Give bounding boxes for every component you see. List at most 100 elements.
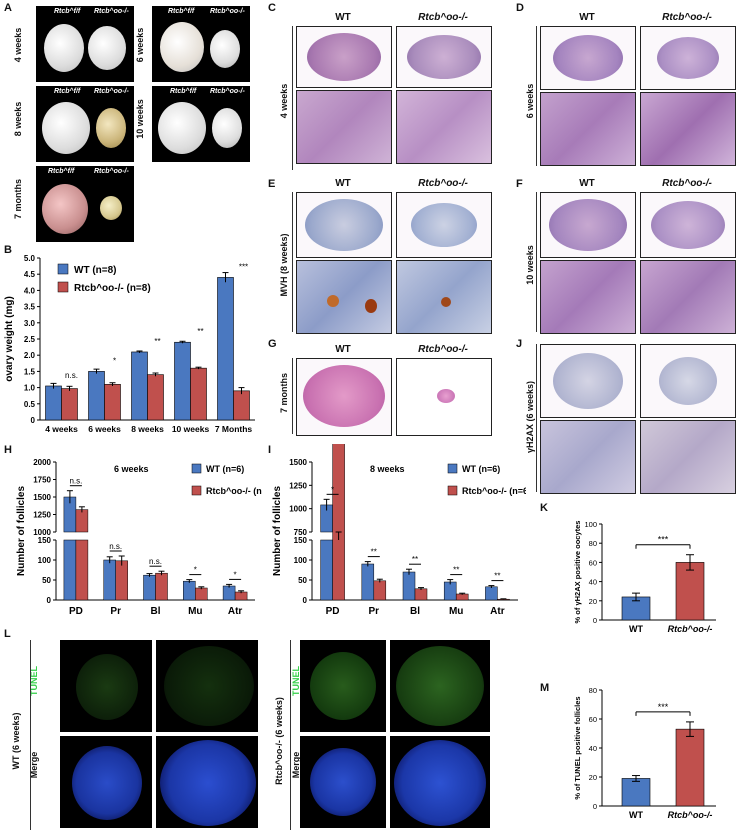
side-label-wt-6-weeks: WT (6 weeks) <box>11 712 21 770</box>
histology-wt-zoom <box>540 420 636 494</box>
bar <box>332 444 345 601</box>
y-tick-label: 150 <box>294 536 308 545</box>
side-label-4-weeks: 4 weeks <box>279 83 289 119</box>
significance-label: ** <box>494 572 500 581</box>
x-tick-label: Pr <box>369 606 380 617</box>
legend-label: Rtcb^oo-/- (n=8) <box>74 283 151 294</box>
bar <box>222 585 236 601</box>
fluor-ko-merge-zoom <box>390 736 490 828</box>
bracket-line <box>536 26 537 166</box>
y-tick-label: 0 <box>31 416 36 425</box>
tissue <box>651 201 725 249</box>
x-tick-label: 10 weeks <box>172 424 210 434</box>
legend-label: WT (n=8) <box>74 265 117 276</box>
y-tick-label: 100 <box>584 520 597 529</box>
legend-label: WT (n=6) <box>462 464 500 474</box>
bracket-line <box>290 640 291 830</box>
x-tick-label: 6 weeks <box>88 424 121 434</box>
col-header-wt: WT <box>335 12 351 23</box>
histology-ko-zoom <box>396 90 492 164</box>
y-axis-label: ovary weight (mg) <box>4 296 15 382</box>
significance-label: ** <box>197 327 203 336</box>
y-tick-label: 60 <box>589 558 597 567</box>
row-label-7-months: 7 months <box>13 179 23 220</box>
side-label-10-weeks: 10 weeks <box>525 245 535 285</box>
bracket-line <box>292 358 293 434</box>
y-tick-label: 5.0 <box>24 254 36 263</box>
x-tick-label: 8 weeks <box>131 424 164 434</box>
x-tick-label: Mu <box>188 606 202 617</box>
bar-lower <box>75 539 89 601</box>
stained-oocyte <box>441 297 451 307</box>
bar <box>115 560 128 601</box>
y-tick-label: 1000 <box>33 528 51 537</box>
panel-label-f: F <box>516 178 523 190</box>
significance-label: ** <box>412 555 418 564</box>
bar <box>675 562 705 621</box>
tissue <box>307 33 381 81</box>
histology-ko <box>396 192 492 258</box>
chart-i: 750 1000 1250 1500 0 50 100 150 Number of follic… <box>272 444 526 617</box>
panel-label-m: M <box>540 682 550 694</box>
stained-oocyte <box>365 299 377 313</box>
tissue <box>394 740 486 826</box>
x-tick-label: Pr <box>110 606 121 617</box>
y-tick-label: 40 <box>589 578 597 587</box>
row-label-8-weeks: 8 weeks <box>13 101 23 137</box>
bar <box>455 593 469 601</box>
significance-label: * <box>194 566 197 575</box>
legend-swatch <box>57 281 69 293</box>
bar <box>402 571 416 601</box>
histology-ko-zoom <box>640 260 736 334</box>
y-tick-label: 1750 <box>33 476 51 485</box>
legend-swatch <box>447 485 458 496</box>
x-tick-label: 7 Months <box>215 424 253 434</box>
tissue <box>407 35 481 79</box>
bar <box>217 277 234 421</box>
x-tick-label: Atr <box>228 606 243 617</box>
panel-label-l: L <box>4 628 11 640</box>
bar <box>183 580 196 601</box>
legend-swatch <box>191 485 202 496</box>
y-tick-label: 2.5 <box>24 335 36 344</box>
bracket-line <box>292 192 293 332</box>
fluor-ko-merge <box>300 736 386 828</box>
histology-wt-zoom <box>540 260 636 334</box>
tissue <box>553 353 623 409</box>
histology-wt <box>540 192 636 258</box>
col-header-ko: Rtcb^oo-/- <box>418 12 468 23</box>
ovary-ko <box>96 108 126 148</box>
photo-label-wt: Rtcb^f/f <box>168 8 195 15</box>
y-tick-label: 80 <box>589 539 597 548</box>
significance-label: *** <box>658 535 669 545</box>
bracket-line <box>292 26 293 170</box>
bar <box>195 587 208 601</box>
y-tick-label: 1500 <box>33 493 51 502</box>
histology-wt-zoom <box>540 92 636 166</box>
bar-upper <box>75 509 89 533</box>
x-tick-label: Rtcb^oo-/- <box>668 624 713 634</box>
y-tick-label: 100 <box>38 556 52 565</box>
y-axis-label: % of γH2AX positive oocytes <box>573 521 582 624</box>
bar <box>443 581 457 601</box>
bar <box>45 385 62 421</box>
histology-wt <box>296 358 392 436</box>
histology-ko <box>396 358 492 436</box>
tissue <box>310 652 376 720</box>
fluor-ko-tunel <box>300 640 386 732</box>
histology-wt <box>540 344 636 418</box>
legend-label: Rtcb^oo-/- (n=6) <box>206 486 262 496</box>
legend-label: Rtcb^oo-/- (n=6) <box>462 486 526 496</box>
histology-wt-zoom <box>296 90 392 164</box>
ovary-ko <box>212 108 242 148</box>
significance-label: * <box>113 356 116 365</box>
ovary-ko <box>100 196 122 220</box>
col-header-wt: WT <box>335 178 351 189</box>
significance-label: ** <box>371 548 377 557</box>
side-label-7-months: 7 months <box>279 373 289 414</box>
tissue <box>659 357 717 405</box>
significance-label: ** <box>453 566 459 575</box>
col-header-ko: Rtcb^oo-/- <box>662 178 712 189</box>
histology-wt <box>296 26 392 88</box>
tissue <box>549 199 627 251</box>
